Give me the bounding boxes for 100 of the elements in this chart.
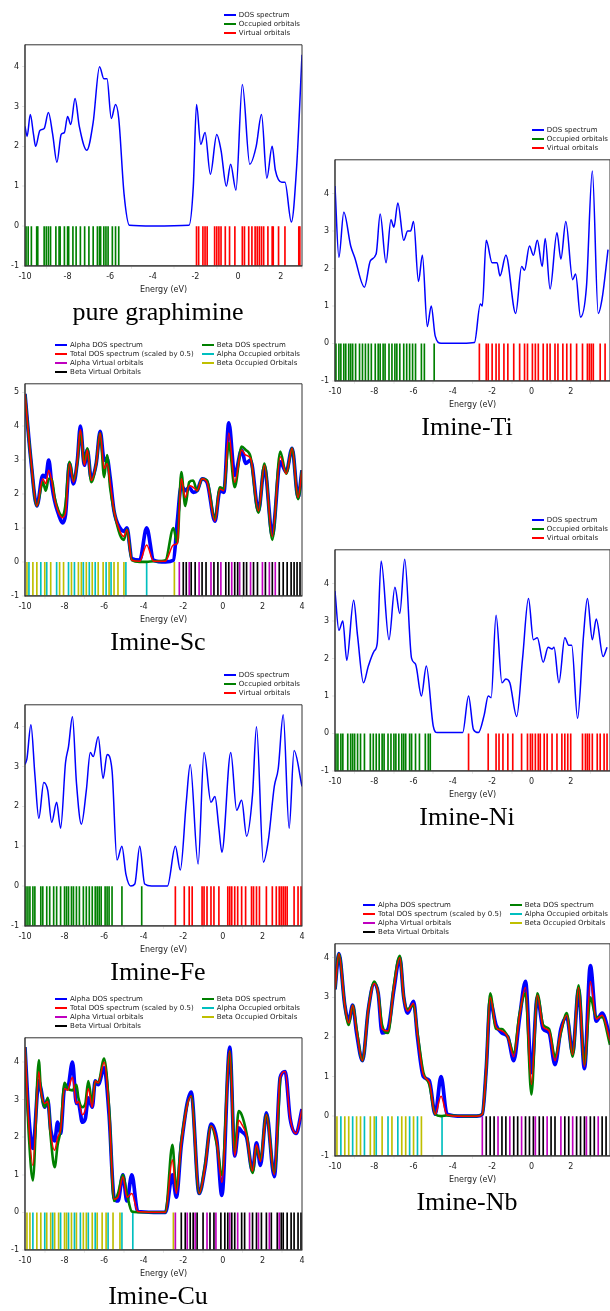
x-tick-label: -8 bbox=[370, 776, 379, 786]
x-axis-title: Energy (eV) bbox=[448, 400, 497, 410]
x-tick-label: 2 bbox=[259, 931, 265, 941]
text: Imine-Cu bbox=[107, 1281, 209, 1311]
y-tick-label: 2 bbox=[323, 653, 329, 663]
x-tick-label: -10 bbox=[18, 271, 32, 281]
x-tick-label: -8 bbox=[60, 1255, 69, 1265]
x-tick-label: -10 bbox=[328, 386, 342, 396]
x-tick-label: -2 bbox=[191, 271, 200, 281]
y-tick-label: 4 bbox=[323, 188, 329, 198]
y-tick-label: -1 bbox=[10, 1244, 19, 1254]
x-tick-label: 0 bbox=[528, 1161, 534, 1171]
y-tick-label: 3 bbox=[13, 101, 19, 111]
x-tick-label: -6 bbox=[106, 271, 115, 281]
x-tick-label: 0 bbox=[220, 1255, 226, 1265]
y-tick-label: 0 bbox=[13, 221, 19, 231]
y-tick-label: 0 bbox=[323, 1111, 329, 1121]
x-tick-label: -10 bbox=[328, 776, 342, 786]
x-tick-label: -4 bbox=[448, 1161, 457, 1171]
text: Imine-Fe bbox=[109, 957, 207, 987]
x-tick-label: -2 bbox=[179, 931, 188, 941]
y-tick-label: 2 bbox=[13, 141, 19, 151]
x-axis-title: Energy (eV) bbox=[139, 615, 188, 625]
y-tick-label: 1 bbox=[323, 1071, 329, 1081]
y-tick-label: 1 bbox=[13, 1169, 19, 1179]
y-tick-label: 3 bbox=[13, 455, 19, 465]
x-tick-label: 0 bbox=[220, 931, 226, 941]
y-tick-label: 4 bbox=[323, 952, 329, 962]
y-tick-label: 4 bbox=[13, 61, 19, 71]
text: Imine-Ni bbox=[418, 802, 516, 832]
y-tick-label: 4 bbox=[13, 421, 19, 431]
x-axis-title: Energy (eV) bbox=[139, 285, 188, 295]
x-tick-label: -4 bbox=[139, 601, 148, 611]
text: Imine-Ti bbox=[420, 412, 514, 442]
x-tick-label: 4 bbox=[299, 1255, 305, 1265]
x-tick-label: -6 bbox=[409, 386, 418, 396]
x-tick-label: 2 bbox=[278, 271, 284, 281]
y-tick-label: 3 bbox=[13, 761, 19, 771]
x-tick-label: 2 bbox=[259, 601, 265, 611]
x-tick-label: -4 bbox=[448, 386, 457, 396]
y-tick-label: -1 bbox=[10, 260, 19, 270]
x-tick-label: -4 bbox=[139, 1255, 148, 1265]
x-axis-title: Energy (eV) bbox=[448, 1175, 497, 1185]
y-tick-label: 2 bbox=[323, 263, 329, 273]
x-tick-label: -2 bbox=[488, 776, 497, 786]
x-axis-title: Energy (eV) bbox=[139, 945, 188, 955]
x-tick-label: -2 bbox=[179, 1255, 188, 1265]
x-tick-label: 2 bbox=[568, 386, 574, 396]
x-tick-label: -2 bbox=[179, 601, 188, 611]
x-tick-label: 0 bbox=[528, 386, 534, 396]
text: Imine-Sc bbox=[109, 627, 207, 657]
x-tick-label: 2 bbox=[568, 1161, 574, 1171]
y-tick-label: 1 bbox=[323, 690, 329, 700]
x-tick-label: -2 bbox=[488, 386, 497, 396]
x-axis-title: Energy (eV) bbox=[448, 790, 497, 800]
x-tick-label: -10 bbox=[18, 1255, 32, 1265]
y-tick-label: 2 bbox=[13, 489, 19, 499]
y-tick-label: 2 bbox=[13, 801, 19, 811]
y-tick-label: 5 bbox=[13, 387, 19, 397]
y-tick-label: 0 bbox=[13, 556, 19, 566]
x-tick-label: -2 bbox=[488, 1161, 497, 1171]
x-tick-label: 2 bbox=[568, 776, 574, 786]
x-tick-label: 4 bbox=[299, 931, 305, 941]
y-tick-label: 1 bbox=[13, 181, 19, 191]
x-tick-label: -6 bbox=[100, 931, 109, 941]
x-tick-label: -6 bbox=[409, 1161, 418, 1171]
x-tick-label: -10 bbox=[328, 1161, 342, 1171]
text: Imine-Nb bbox=[415, 1187, 519, 1217]
y-tick-label: 4 bbox=[13, 721, 19, 731]
y-tick-label: 0 bbox=[323, 338, 329, 348]
x-tick-label: -4 bbox=[148, 271, 157, 281]
x-axis-title: Energy (eV) bbox=[139, 1269, 188, 1279]
x-tick-label: 4 bbox=[299, 601, 305, 611]
x-tick-label: 2 bbox=[259, 1255, 265, 1265]
y-tick-label: 1 bbox=[13, 523, 19, 533]
x-tick-label: -6 bbox=[100, 601, 109, 611]
x-tick-label: 0 bbox=[235, 271, 241, 281]
x-tick-label: -8 bbox=[60, 931, 69, 941]
text: pure graphimine bbox=[71, 297, 245, 327]
x-tick-label: -8 bbox=[63, 271, 72, 281]
y-tick-label: 4 bbox=[323, 578, 329, 588]
y-tick-label: -1 bbox=[10, 590, 19, 600]
y-tick-label: 1 bbox=[13, 841, 19, 851]
x-tick-label: 0 bbox=[220, 601, 226, 611]
x-tick-label: 0 bbox=[528, 776, 534, 786]
y-tick-label: -1 bbox=[320, 1150, 329, 1160]
y-tick-label: 1 bbox=[323, 300, 329, 310]
y-tick-label: 2 bbox=[323, 1032, 329, 1041]
y-tick-label: -1 bbox=[10, 920, 19, 930]
x-tick-label: -4 bbox=[448, 776, 457, 786]
y-tick-label: -1 bbox=[320, 375, 329, 385]
x-tick-label: -10 bbox=[18, 931, 32, 941]
x-tick-label: -6 bbox=[409, 776, 418, 786]
y-tick-label: 3 bbox=[323, 226, 329, 236]
y-tick-label: 0 bbox=[13, 881, 19, 891]
y-tick-label: 0 bbox=[13, 1207, 19, 1217]
y-tick-label: 0 bbox=[323, 728, 329, 738]
x-tick-label: -8 bbox=[60, 601, 69, 611]
y-tick-label: 3 bbox=[13, 1094, 19, 1104]
y-tick-label: 3 bbox=[323, 992, 329, 1002]
